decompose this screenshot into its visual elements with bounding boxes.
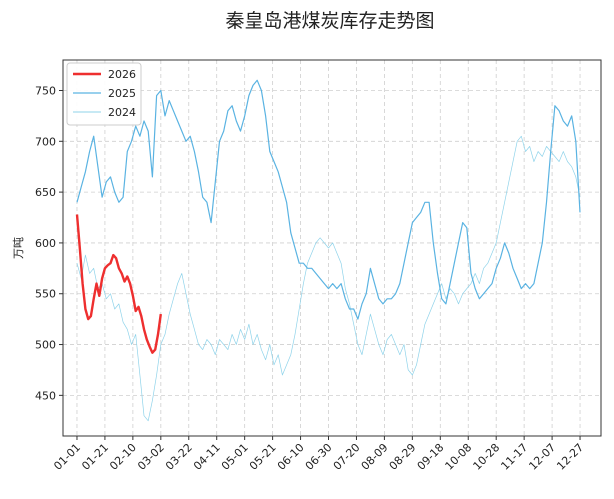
chart-title: 秦皇岛港煤炭库存走势图 (225, 10, 434, 32)
y-tick-label: 750 (35, 84, 56, 97)
legend-label-2024: 2024 (108, 106, 136, 119)
x-tick-label: 11-17 (498, 441, 530, 473)
x-tick-label: 12-27 (554, 441, 586, 473)
x-tick-label: 06-30 (303, 441, 335, 473)
x-tick-label: 01-21 (79, 441, 111, 473)
x-tick-label: 05-01 (219, 441, 251, 473)
y-tick-label: 600 (35, 237, 56, 250)
x-tick-label: 10-28 (471, 441, 503, 473)
series-line-2024 (76, 135, 581, 422)
y-tick-label: 700 (35, 135, 56, 148)
series-line-2026 (75, 214, 162, 354)
y-tick-label: 500 (35, 339, 56, 352)
legend-label-2025: 2025 (108, 87, 136, 100)
x-tick-label: 03-02 (135, 441, 167, 473)
x-tick-label: 04-11 (191, 441, 223, 473)
x-tick-label: 03-22 (163, 441, 195, 473)
x-tick-label: 07-20 (331, 441, 363, 473)
x-tick-label: 06-10 (275, 441, 307, 473)
plot-frame (62, 59, 602, 437)
legend-label-2026: 2026 (108, 68, 136, 81)
x-axis: 01-0101-2102-1003-0203-2204-1105-0105-21… (51, 436, 586, 473)
x-tick-label: 08-29 (387, 441, 419, 473)
x-tick-label: 10-08 (443, 441, 475, 473)
grid (63, 60, 601, 436)
x-tick-label: 01-01 (51, 441, 83, 473)
y-tick-label: 650 (35, 186, 56, 199)
y-tick-label: 550 (35, 288, 56, 301)
x-tick-label: 02-10 (107, 441, 139, 473)
x-tick-label: 09-18 (415, 441, 447, 473)
series-line-2025 (76, 79, 581, 320)
legend-box (66, 62, 142, 126)
x-tick-label: 05-21 (247, 441, 279, 473)
legend: 2026 2025 2024 (66, 62, 142, 126)
y-tick-label: 450 (35, 389, 56, 402)
y-axis-label: 万吨 (12, 237, 25, 259)
series-lines (75, 79, 581, 422)
x-tick-label: 08-09 (359, 441, 391, 473)
y-axis: 450 500 550 600 650 700 750 (35, 84, 63, 402)
x-tick-label: 12-07 (526, 441, 558, 473)
